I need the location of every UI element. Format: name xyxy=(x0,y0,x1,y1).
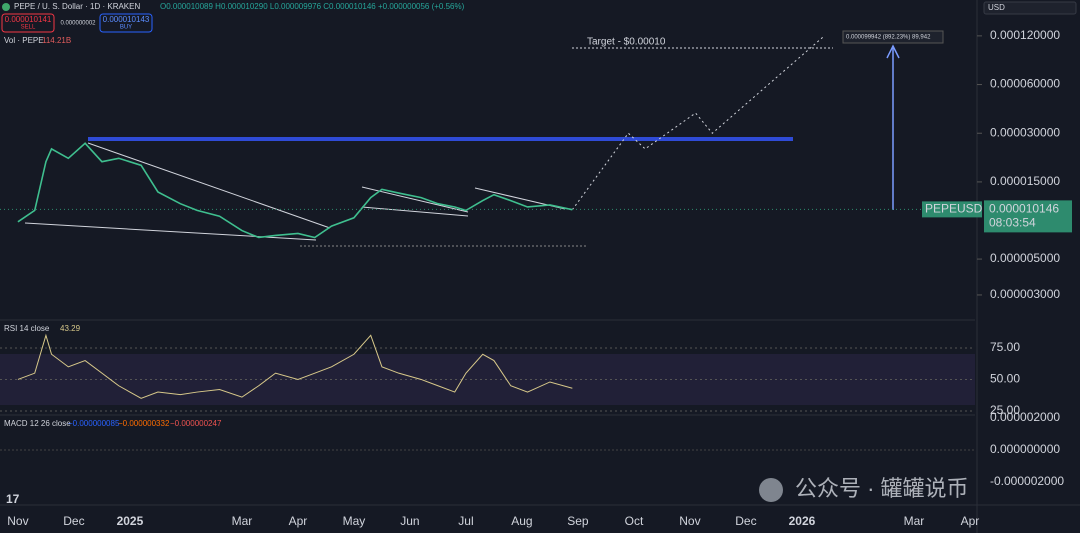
x-tick-label: Nov xyxy=(7,514,28,528)
buy-price: 0.000010143 xyxy=(103,15,150,24)
rsi-tick-label: 50.00 xyxy=(990,372,1020,386)
last-price-box xyxy=(984,200,1072,233)
x-tick-label: Oct xyxy=(625,514,644,528)
x-tick-label: 2025 xyxy=(117,514,144,528)
macd-label: MACD 12 26 close xyxy=(4,419,71,428)
x-tick-label: Dec xyxy=(735,514,756,528)
watermark: 公众号 · 罐罐说币 xyxy=(795,476,969,501)
trend-line xyxy=(87,142,331,229)
rsi-band xyxy=(0,354,975,405)
rsi-label: RSI 14 close xyxy=(4,324,50,333)
symbol-tag: PEPEUSD xyxy=(925,202,983,216)
y-tick-label: 0.000060000 xyxy=(990,77,1060,91)
x-tick-label: Jul xyxy=(458,514,473,528)
target-box-text: 0.000099942 (892.23%) 89,942 xyxy=(846,35,931,41)
x-tick-label: Sep xyxy=(567,514,589,528)
sell-label: SELL xyxy=(21,25,36,31)
price-line xyxy=(17,142,573,239)
symbol: PEPE / U. S. Dollar · 1D · KRAKEN xyxy=(14,2,140,11)
x-tick-label: May xyxy=(343,514,366,528)
trend-line xyxy=(361,206,469,217)
symbol-icon xyxy=(2,3,10,11)
x-tick-label: Apr xyxy=(961,514,980,528)
y-tick-label: 0.000030000 xyxy=(990,125,1060,139)
target-box xyxy=(842,30,944,44)
x-tick-label: Mar xyxy=(232,514,253,528)
last-price: 0.000010146 xyxy=(989,202,1059,216)
x-tick-label: Nov xyxy=(679,514,700,528)
ohlc: O0.000010089 H0.000010290 L0.000009976 C… xyxy=(160,2,465,11)
volume-label: Vol · PEPE xyxy=(4,36,44,45)
x-tick-label: Aug xyxy=(511,514,532,528)
watermark-icon xyxy=(759,478,783,502)
x-tick-label: Mar xyxy=(904,514,925,528)
macd-tick: 0.000000000 xyxy=(990,442,1060,456)
countdown: 08:03:54 xyxy=(989,216,1036,230)
volume-value: 114.21B xyxy=(42,36,71,45)
buy-button[interactable] xyxy=(99,13,153,33)
spread: 0.000000002 xyxy=(60,21,96,27)
macd-tick: -0.000002000 xyxy=(990,474,1064,488)
macd-histogram: −0.000000247 xyxy=(170,419,222,428)
rsi-line xyxy=(17,333,573,399)
y-tick-label: 0.000015000 xyxy=(990,174,1060,188)
rsi-tick-label: 25.00 xyxy=(990,403,1020,417)
projection-line xyxy=(571,35,825,210)
x-tick-label: Dec xyxy=(63,514,84,528)
symbol-tag-box xyxy=(922,201,982,218)
sell-price: 0.000010141 xyxy=(5,15,52,24)
macd-signal: −0.000000332 xyxy=(118,419,170,428)
target-label: Target - $0.00010 xyxy=(587,37,666,48)
arrow-head xyxy=(886,44,900,59)
y-tick-label: 0.000120000 xyxy=(990,28,1060,42)
currency: USD xyxy=(988,3,1005,12)
y-tick-label: 0.000003000 xyxy=(990,287,1060,301)
macd-value: −0.000000085 xyxy=(68,419,120,428)
currency-select[interactable] xyxy=(983,1,1077,15)
macd-tick: 0.000002000 xyxy=(990,410,1060,424)
y-tick-label: 0.000005000 xyxy=(990,251,1060,265)
tv-logo: 17 xyxy=(6,492,20,506)
x-tick-label: 2026 xyxy=(789,514,816,528)
buy-label: BUY xyxy=(120,25,132,31)
rsi-tick-label: 75.00 xyxy=(990,340,1020,354)
sell-button[interactable] xyxy=(1,13,55,33)
rsi-value: 43.29 xyxy=(60,324,81,333)
x-tick-label: Jun xyxy=(400,514,419,528)
x-tick-label: Apr xyxy=(289,514,308,528)
